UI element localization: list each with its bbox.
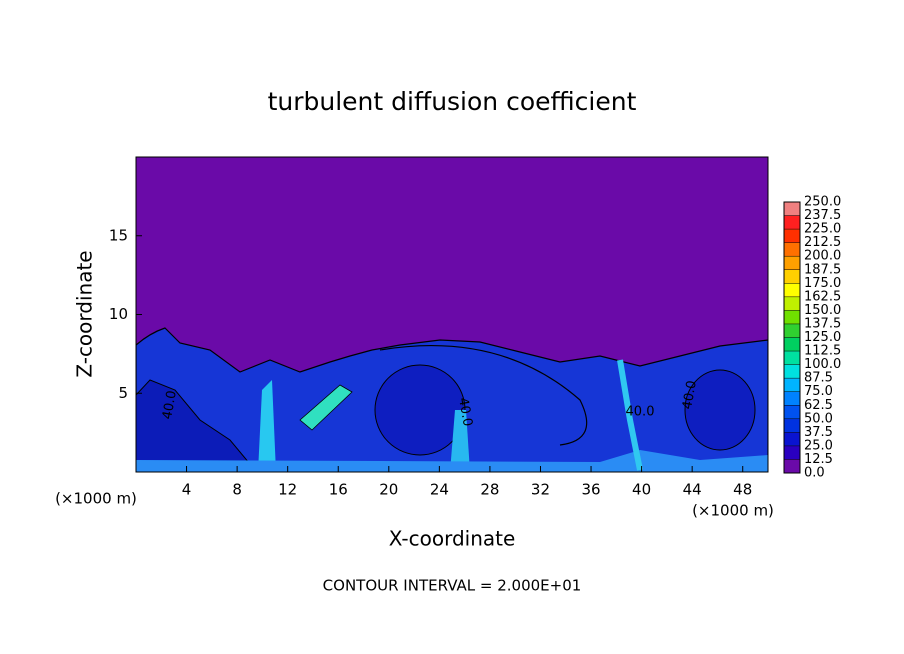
colorbar-swatch <box>784 310 800 324</box>
x-tick-label: 20 <box>379 481 398 499</box>
colorbar-swatch <box>784 323 800 338</box>
colorbar-label: 150.0 <box>804 303 841 318</box>
y-tick-label: 15 <box>109 226 128 244</box>
colorbar-swatch <box>784 445 800 460</box>
colorbar-label: 162.5 <box>804 289 841 304</box>
colorbar-swatch <box>784 378 800 392</box>
colorbar-label: 37.5 <box>804 425 833 440</box>
x-tick-label: 16 <box>329 481 348 499</box>
colorbar-label: 75.0 <box>804 384 833 399</box>
streak <box>617 359 643 471</box>
colorbar-label: 12.5 <box>804 452 833 467</box>
colorbar-label: 225.0 <box>804 222 841 237</box>
contour-line <box>379 345 588 446</box>
x-tick-label: 40 <box>632 481 651 499</box>
colorbar-swatch <box>784 351 800 365</box>
colorbar-label: 212.5 <box>804 235 841 250</box>
colorbar-label: 237.5 <box>804 208 841 223</box>
streak <box>258 380 276 472</box>
streak <box>299 384 353 431</box>
contour-label: 40.0 <box>455 396 475 427</box>
x-tick-label: 12 <box>278 481 297 499</box>
colorbar-swatch <box>784 202 800 216</box>
colorbar-label: 50.0 <box>804 411 833 426</box>
vortex <box>684 369 756 451</box>
colorbar-swatch <box>784 296 800 311</box>
colorbar-label: 62.5 <box>804 398 833 413</box>
colorbar-swatch <box>784 459 800 473</box>
colorbar-swatch <box>784 215 800 230</box>
contour-label: 40.0 <box>680 379 700 410</box>
colorbar-label: 100.0 <box>804 357 841 372</box>
x-axis-label: X-coordinate <box>389 527 516 551</box>
colorbar-label: 0.0 <box>804 466 825 481</box>
colorbar-label: 187.5 <box>804 262 841 277</box>
streak <box>450 410 470 472</box>
colorbar-swatch <box>784 364 800 379</box>
contour-label: 40.0 <box>160 389 180 420</box>
field <box>136 157 768 472</box>
x-tick-label: 32 <box>531 481 550 499</box>
colorbar-swatch <box>784 418 800 433</box>
colorbar-swatch <box>784 256 800 270</box>
x-tick-label: 28 <box>480 481 499 499</box>
y-unit: (×1000 m) <box>55 490 137 508</box>
x-unit: (×1000 m) <box>692 502 774 520</box>
colorbar-label: 137.5 <box>804 316 841 331</box>
contour-label: 40.0 <box>626 405 655 420</box>
x-tick-label: 8 <box>232 481 242 499</box>
vortex <box>374 364 466 456</box>
colorbar-swatch <box>784 229 800 243</box>
colorbar-swatch <box>784 337 800 352</box>
colorbar-label: 112.5 <box>804 344 841 359</box>
x-tick-label: 48 <box>733 481 752 499</box>
colorbar-swatch <box>784 242 800 257</box>
colorbar-label: 25.0 <box>804 438 833 453</box>
y-tick-label: 5 <box>118 384 128 402</box>
colorbar-swatch <box>784 405 800 419</box>
x-tick-label: 4 <box>182 481 192 499</box>
y-axis-label: Z-coordinate <box>73 250 97 377</box>
colorbar-label: 250.0 <box>804 195 841 210</box>
x-tick-label: 44 <box>683 481 702 499</box>
footnote: CONTOUR INTERVAL = 2.000E+01 <box>323 577 582 595</box>
colorbar-label: 175.0 <box>804 276 841 291</box>
colorbar-swatch <box>784 432 800 446</box>
colorbar-swatch <box>784 269 800 284</box>
y-tick-label: 10 <box>109 305 128 323</box>
colorbar-label: 200.0 <box>804 249 841 264</box>
colorbar-label: 87.5 <box>804 371 833 386</box>
x-tick-label: 24 <box>430 481 449 499</box>
colorbar-label: 125.0 <box>804 330 841 345</box>
x-tick-label: 36 <box>581 481 600 499</box>
streak <box>136 450 768 472</box>
chart-title: turbulent diffusion coefficient <box>268 87 637 116</box>
colorbar-swatch <box>784 283 800 297</box>
colorbar-swatch <box>784 391 800 406</box>
